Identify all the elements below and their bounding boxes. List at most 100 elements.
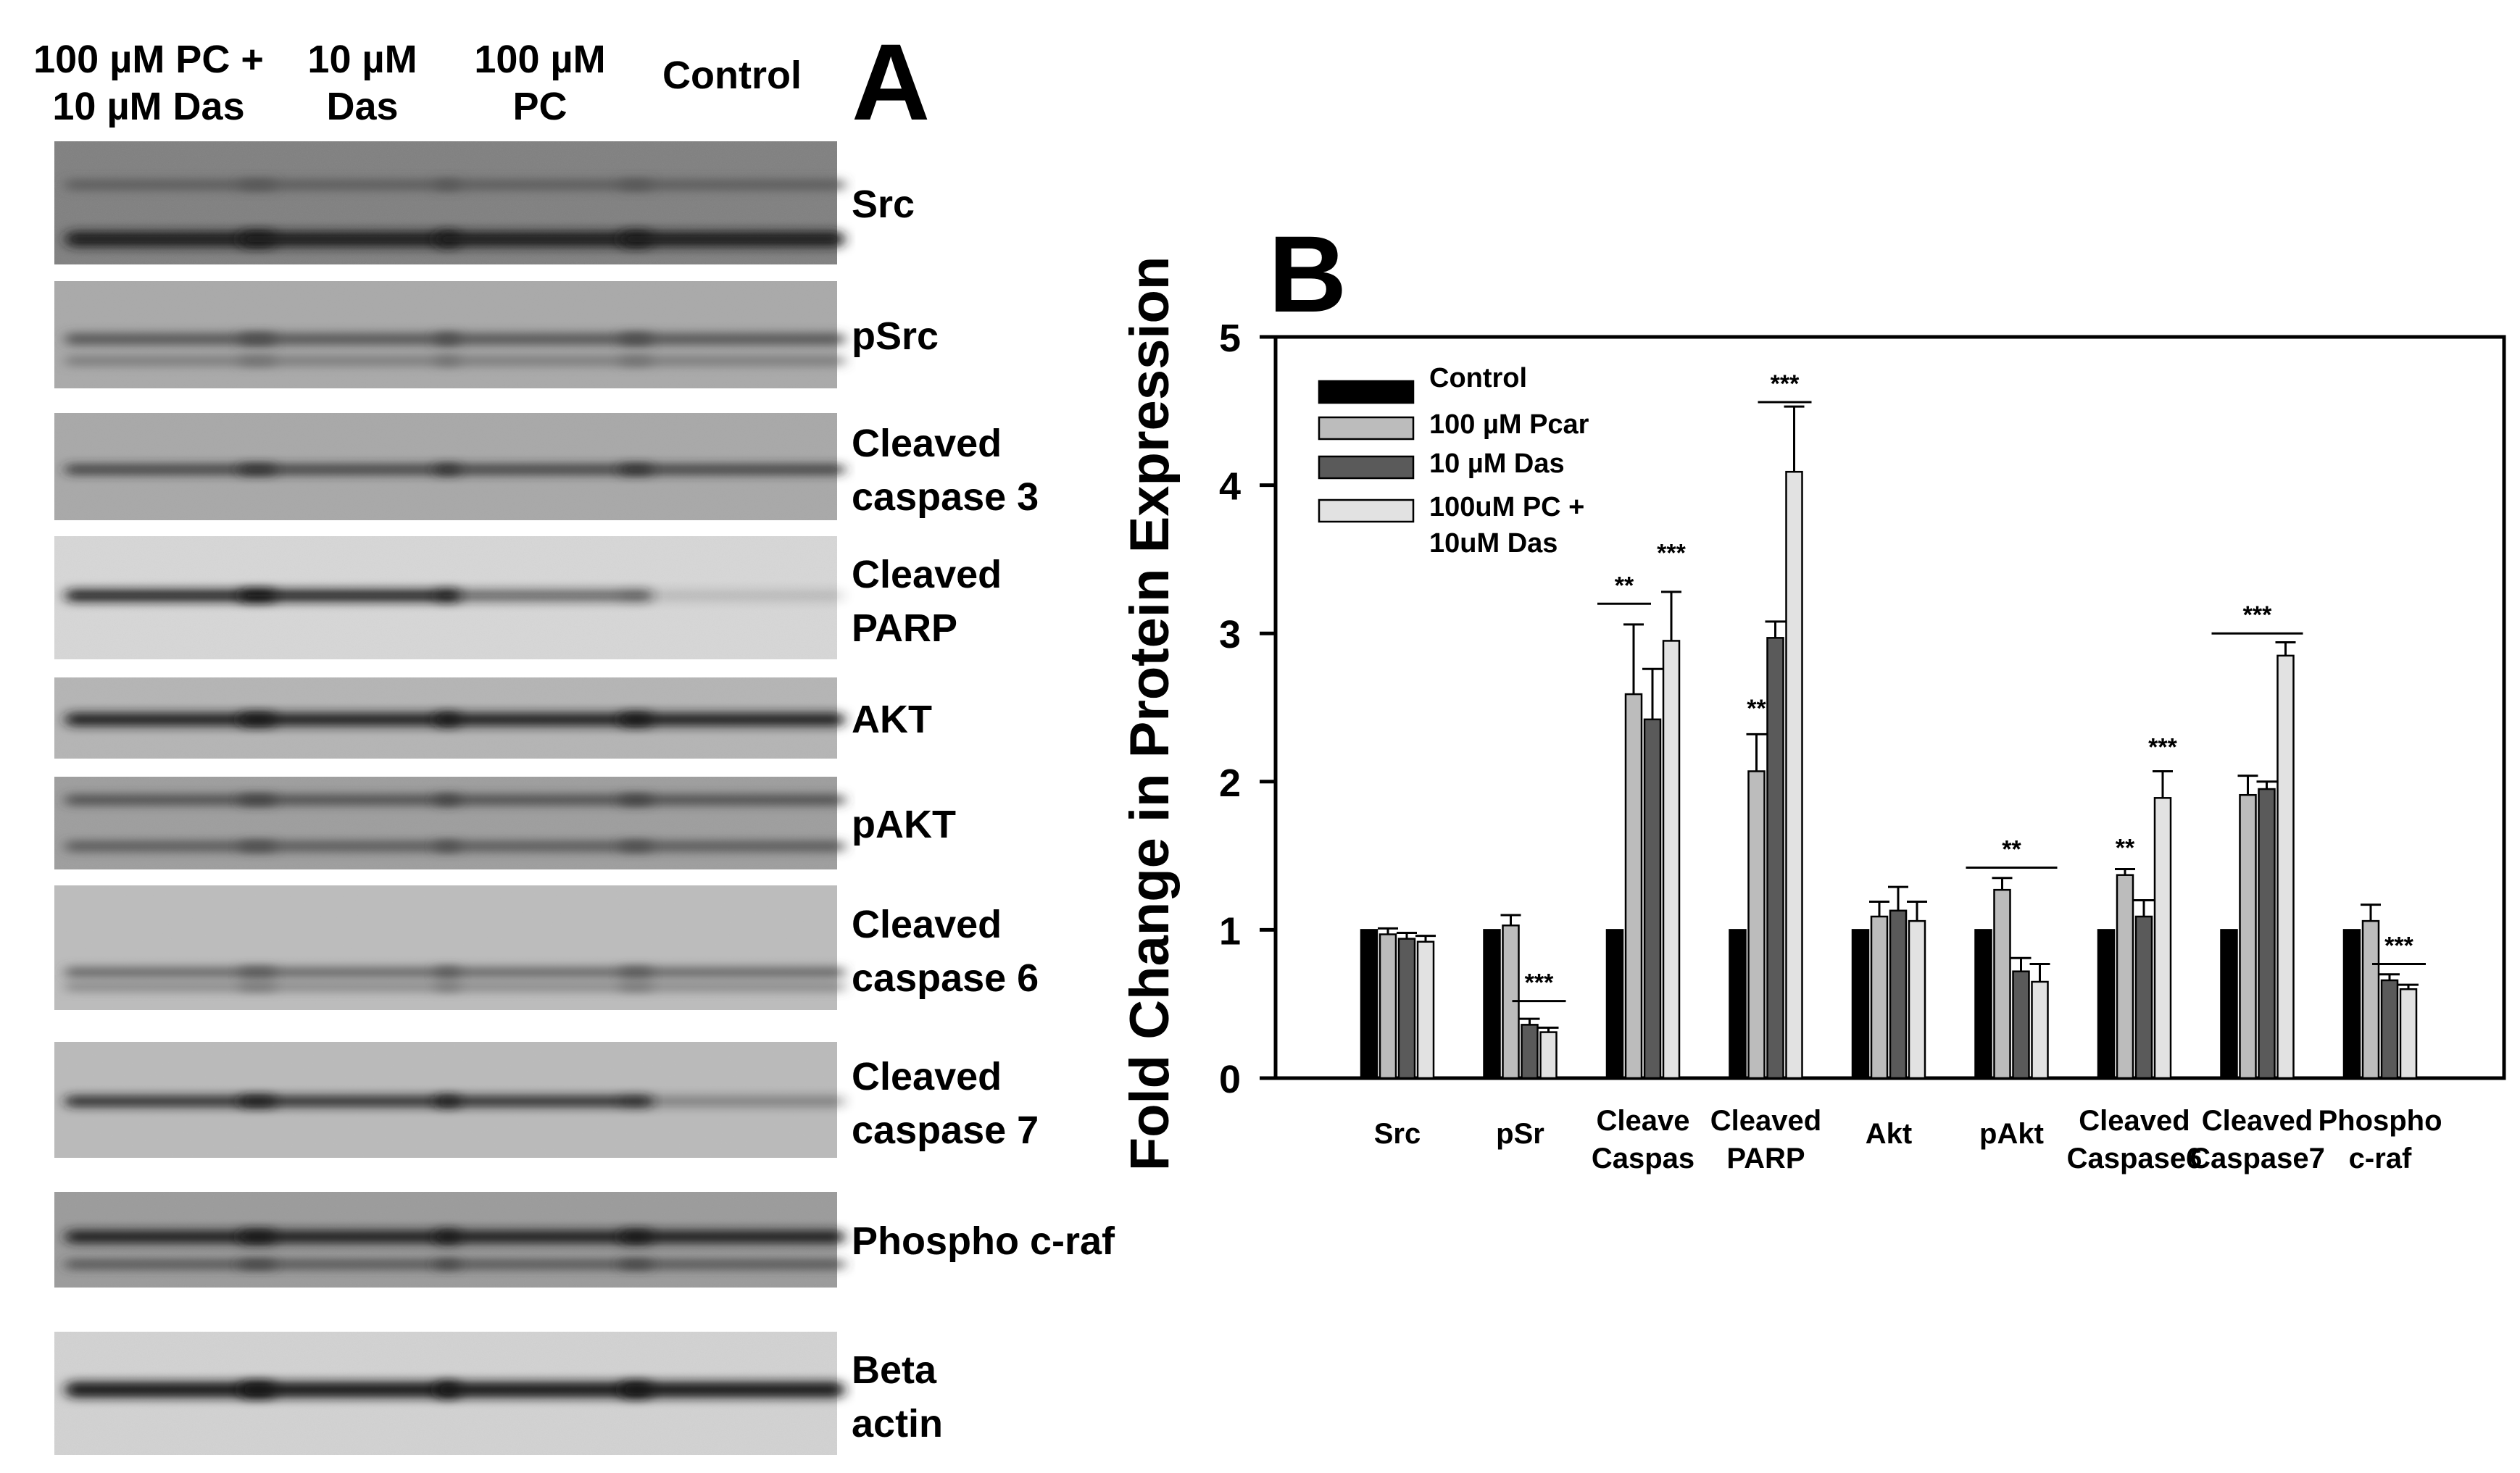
blot-band bbox=[435, 1230, 652, 1243]
blot-strip bbox=[54, 1332, 844, 1455]
panel-b-bar-chart: B Fold Change in Protein Expression 0 1 2 3… bbox=[1119, 213, 2506, 1174]
blot-band bbox=[65, 842, 275, 851]
blot-band bbox=[435, 334, 652, 344]
x-tick-label-line2: PARP bbox=[1726, 1143, 1805, 1174]
significance-label: *** bbox=[1525, 969, 1554, 997]
blot-band bbox=[65, 968, 275, 977]
blot-strip bbox=[54, 777, 844, 869]
legend-swatch bbox=[1318, 498, 1415, 523]
blot-band bbox=[620, 796, 844, 804]
bar bbox=[2399, 988, 2418, 1080]
blot-label-line1: Cleaved bbox=[852, 422, 1002, 465]
blot-band bbox=[620, 465, 844, 474]
x-tick-label-line2: Caspas bbox=[1592, 1143, 1694, 1174]
blot-label: AKT bbox=[852, 698, 932, 741]
legend-swatch bbox=[1318, 416, 1415, 441]
significance-label: ** bbox=[1615, 572, 1634, 599]
legend-label: 10 µM Das bbox=[1429, 448, 1565, 479]
lane-label-das-line2: Das bbox=[326, 85, 398, 128]
blot-band bbox=[435, 465, 652, 474]
blot-band bbox=[65, 1230, 275, 1243]
blot-strip bbox=[54, 885, 844, 1010]
bar bbox=[1908, 919, 1926, 1080]
bar bbox=[2031, 980, 2049, 1080]
significance-annotations: *************** *********** bbox=[1512, 370, 2426, 1003]
x-tick-label: pAkt bbox=[1979, 1118, 2044, 1150]
blot-label-line2: caspase 6 bbox=[852, 956, 1039, 1000]
significance-label: *** bbox=[2243, 601, 2272, 629]
lane-label-pc-line1: 100 µM bbox=[474, 38, 605, 81]
bar bbox=[1851, 929, 1870, 1080]
legend-label: Control bbox=[1429, 363, 1527, 393]
blot-band bbox=[239, 984, 460, 990]
bar bbox=[1483, 929, 1501, 1080]
x-axis-labels: Src pSr Cleave Caspas Cleaved PARP Akt pAkt Clea… bbox=[1374, 1105, 2442, 1174]
blot-label-line2: caspase 7 bbox=[852, 1109, 1039, 1152]
bar bbox=[1643, 718, 1662, 1080]
blot-band bbox=[435, 231, 652, 247]
blot-band bbox=[435, 796, 652, 804]
blot-strip bbox=[54, 1042, 844, 1158]
blot-label-line1: Cleaved bbox=[852, 1055, 1002, 1098]
bar bbox=[1729, 929, 1747, 1080]
y-axis: 0 1 2 3 4 5 bbox=[1219, 317, 1276, 1101]
blot-band bbox=[620, 968, 844, 977]
blot-strip bbox=[54, 141, 844, 264]
error-bars bbox=[1378, 405, 2419, 1032]
legend: Control 100 µM Pcar 10 µM Das 100uM PC + 10u… bbox=[1318, 363, 1589, 559]
blot-labels: Src pSrc Cleaved caspase 3 Cleaved PARP AKT pAK… bbox=[852, 183, 1115, 1445]
legend-label: 100 µM Pcar bbox=[1429, 409, 1589, 440]
y-tick-label: 5 bbox=[1219, 317, 1241, 360]
blot-band bbox=[65, 1261, 275, 1268]
x-tick-label-line2: Caspase6 bbox=[2067, 1143, 2203, 1174]
blot-band bbox=[65, 984, 275, 990]
blot-label: Phospho c-raf bbox=[852, 1219, 1115, 1263]
lane-label-control: Control bbox=[662, 54, 802, 97]
significance-label: *** bbox=[1657, 539, 1686, 567]
blot-strip bbox=[54, 1192, 844, 1288]
bar bbox=[1539, 1031, 1558, 1080]
blot-band bbox=[239, 1230, 460, 1243]
blot-band bbox=[65, 357, 275, 364]
panel-a-western-blots: A 100 µM PC + 10 µM Das 10 µM Das 100 µM… bbox=[33, 21, 1115, 1455]
blot-label: pAKT bbox=[852, 803, 956, 846]
significance-label: *** bbox=[1771, 370, 1800, 398]
panel-b-letter: B bbox=[1268, 213, 1347, 335]
x-tick-label-line1: Cleaved bbox=[1710, 1105, 1821, 1137]
blot-band bbox=[620, 1230, 844, 1243]
bar bbox=[1889, 909, 1908, 1080]
bar bbox=[1605, 929, 1624, 1080]
blot-band bbox=[239, 1382, 460, 1398]
blot-band bbox=[620, 590, 844, 601]
blot-band bbox=[620, 713, 844, 726]
blot-band bbox=[435, 1382, 652, 1398]
bar bbox=[2361, 919, 2380, 1080]
blot-band bbox=[65, 796, 275, 804]
blot-label-line1: Beta bbox=[852, 1348, 937, 1392]
x-tick-label-line1: Cleaved bbox=[2079, 1105, 2190, 1137]
y-tick-label: 4 bbox=[1219, 465, 1241, 509]
blot-band bbox=[620, 357, 844, 364]
bar bbox=[2342, 929, 2361, 1080]
y-tick-label: 2 bbox=[1219, 761, 1241, 805]
legend-label-line2: 10uM Das bbox=[1429, 528, 1558, 559]
blot-band bbox=[435, 590, 652, 601]
legend-label: 100uM PC + bbox=[1429, 492, 1584, 522]
blot-band bbox=[435, 180, 652, 189]
bar bbox=[2220, 929, 2238, 1080]
y-axis-title: Fold Change in Protein Expression bbox=[1119, 256, 1181, 1172]
bar bbox=[1378, 933, 1397, 1080]
blot-label-line1: Cleaved bbox=[852, 553, 1002, 596]
blot-band bbox=[65, 1096, 275, 1106]
x-tick-label-line2: Caspase7 bbox=[2190, 1143, 2325, 1174]
blot-label-line2: actin bbox=[852, 1402, 943, 1445]
blot-label: pSrc bbox=[852, 314, 939, 358]
bar bbox=[2116, 874, 2134, 1080]
blot-label: Src bbox=[852, 183, 915, 226]
blot-label-line2: PARP bbox=[852, 606, 957, 650]
blot-label-line1: Cleaved bbox=[852, 903, 1002, 946]
x-tick-label: pSr bbox=[1496, 1118, 1544, 1150]
blot-band bbox=[65, 713, 275, 726]
bar bbox=[2258, 788, 2276, 1080]
bar bbox=[2012, 970, 2030, 1080]
